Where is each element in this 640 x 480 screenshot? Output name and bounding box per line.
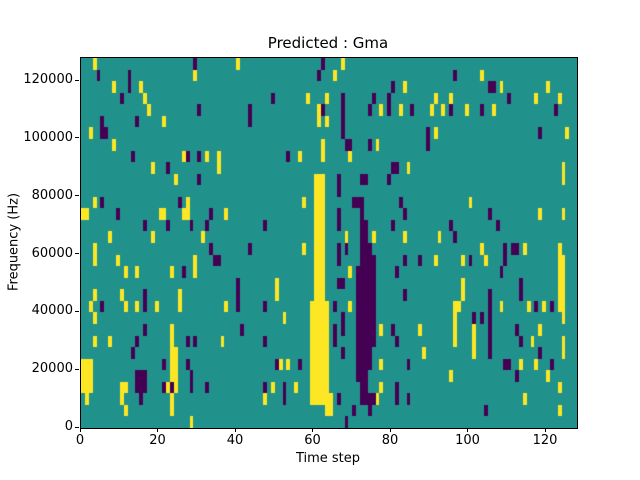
y-tick-mark: [75, 310, 79, 312]
y-tick-mark: [75, 137, 79, 139]
y-axis-label: Frequency (Hz): [6, 192, 22, 292]
y-tick-label: 20000: [31, 361, 73, 377]
y-tick-label: 60000: [31, 245, 73, 261]
x-tick-mark: [312, 428, 313, 432]
x-tick-mark: [467, 428, 468, 432]
y-tick-mark: [75, 253, 79, 255]
x-tick-mark: [79, 428, 81, 432]
heatmap-canvas: [81, 58, 577, 428]
y-tick-mark: [75, 368, 79, 370]
x-tick-label: 80: [381, 433, 399, 448]
y-tick-label: 80000: [31, 187, 73, 203]
y-tick-label: 40000: [31, 303, 73, 319]
y-tick-label: 100000: [23, 129, 73, 145]
x-tick-label: 20: [149, 433, 166, 448]
x-tick-label: 40: [226, 433, 244, 448]
heatmap-plot-area: [80, 57, 578, 429]
x-tick-mark: [389, 428, 391, 432]
y-tick-mark: [75, 195, 79, 197]
x-tick-mark: [157, 428, 158, 432]
x-tick-mark: [544, 428, 546, 432]
x-tick-label: 100: [455, 433, 480, 448]
x-tick-label: 60: [304, 433, 321, 448]
x-tick-label: 0: [75, 433, 85, 448]
x-tick-label: 120: [532, 433, 558, 448]
x-tick-mark: [234, 428, 236, 432]
x-axis-label: Time step: [295, 451, 361, 466]
plot-title: Predicted : Gma: [267, 34, 389, 52]
y-tick-mark: [75, 426, 79, 428]
y-tick-label: 0: [64, 419, 73, 434]
y-tick-mark: [75, 79, 79, 81]
y-tick-label: 120000: [23, 72, 73, 88]
